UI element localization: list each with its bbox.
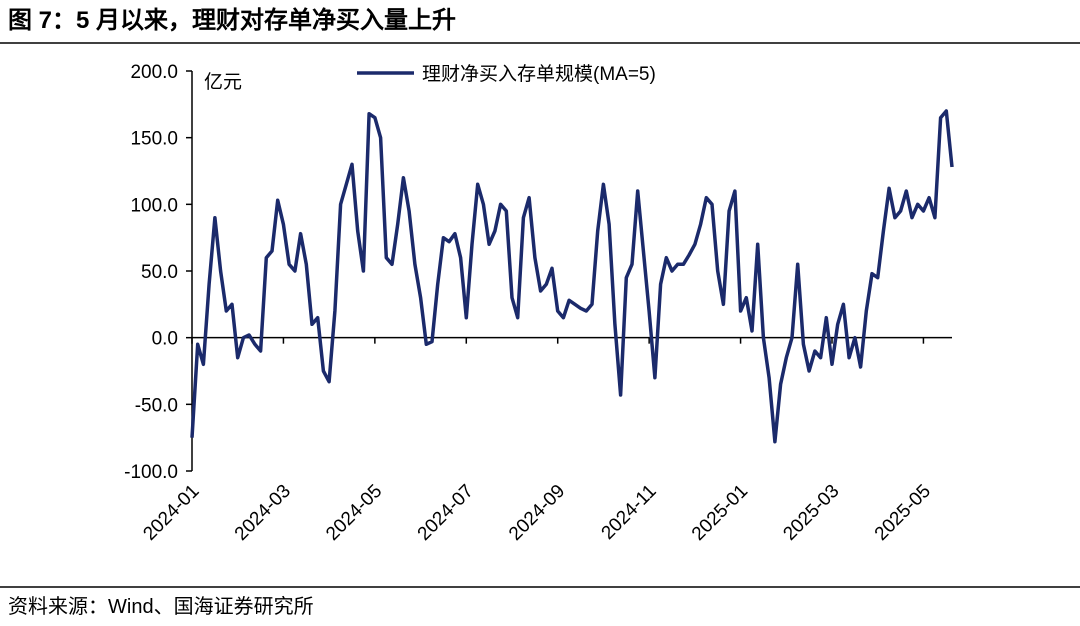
x-tick-label: 2024-05	[322, 481, 386, 545]
y-tick-label: 150.0	[130, 129, 178, 150]
x-tick-label: 2024-09	[505, 481, 569, 545]
y-tick-label: 200.0	[130, 62, 178, 83]
x-tick-label: 2025-03	[779, 481, 843, 545]
x-tick-label: 2024-03	[231, 481, 295, 545]
data-line	[190, 109, 954, 444]
legend-label: 理财净买入存单规模(MA=5)	[422, 63, 656, 85]
y-tick-label: -50.0	[135, 395, 178, 416]
y-tick-label: -100.0	[124, 462, 178, 483]
source-note: 资料来源：Wind、国海证券研究所	[8, 595, 314, 618]
y-tick-label: 100.0	[130, 195, 178, 216]
x-tick-label: 2024-11	[598, 481, 661, 544]
y-tick-label: 50.0	[141, 262, 178, 283]
x-tick-label: 2025-01	[688, 481, 752, 545]
x-tick-label: 2024-07	[414, 481, 478, 545]
y-tick-label: 0.0	[152, 329, 178, 350]
chart-title: 图 7：5 月以来，理财对存单净买入量上升	[8, 6, 456, 34]
x-tick-label: 2024-01	[139, 481, 203, 545]
y-unit: 亿元	[204, 71, 242, 93]
x-tick-label: 2025-05	[871, 481, 935, 545]
